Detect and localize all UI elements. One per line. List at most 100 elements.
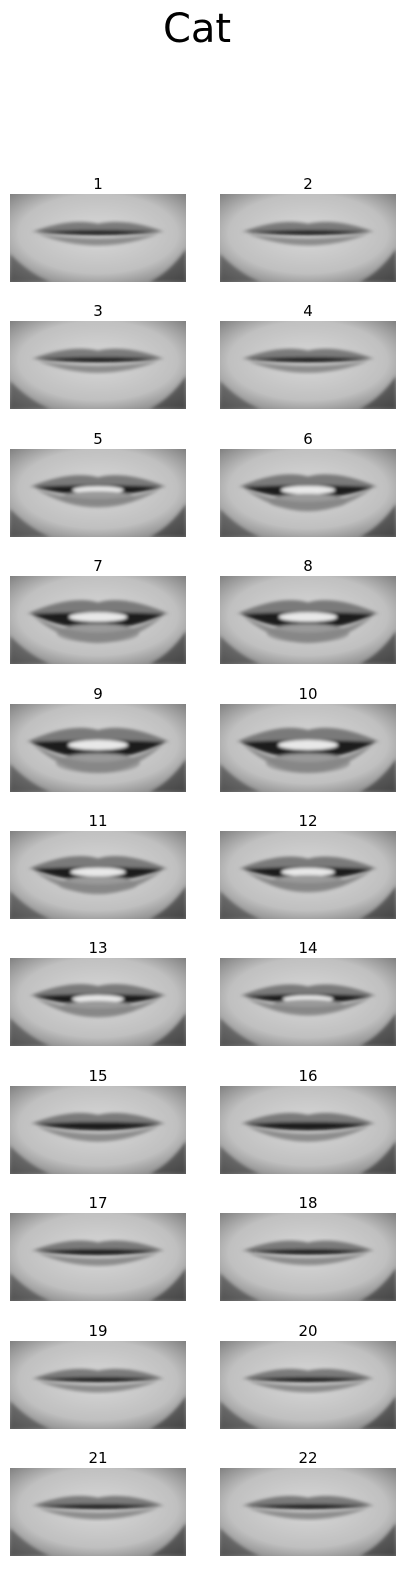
mouth-frame-image bbox=[10, 958, 186, 1047]
skin-background bbox=[10, 1468, 186, 1556]
mouth-frame-image bbox=[220, 1213, 396, 1302]
lower-lip bbox=[33, 871, 163, 895]
frame-cell: 1 bbox=[10, 174, 186, 282]
mouth-frame-image bbox=[220, 194, 396, 282]
frame-cell: 16 bbox=[220, 1066, 396, 1174]
frame-number-label: 1 bbox=[93, 175, 103, 193]
teeth bbox=[72, 995, 124, 1004]
mouth-opening bbox=[35, 1376, 161, 1382]
frame-number-label: 4 bbox=[303, 302, 313, 321]
skin-background bbox=[220, 1468, 396, 1556]
frame-number-label: 13 bbox=[88, 939, 108, 958]
mouth-frame-image bbox=[10, 321, 186, 410]
lower-lip bbox=[242, 616, 374, 644]
upper-lip bbox=[241, 221, 375, 232]
mouth-frame-image bbox=[220, 321, 396, 410]
upper-lip bbox=[29, 984, 167, 997]
lower-lip bbox=[242, 743, 374, 773]
skin-background bbox=[220, 1213, 396, 1302]
mouth-opening bbox=[245, 1376, 371, 1382]
lower-lip bbox=[244, 488, 372, 512]
mouth-opening bbox=[35, 357, 161, 363]
upper-lip bbox=[240, 1112, 376, 1124]
skin-background bbox=[10, 194, 186, 282]
upper-lip bbox=[241, 349, 375, 360]
frame-number-label: 7 bbox=[93, 557, 103, 576]
upper-lip bbox=[241, 1240, 375, 1252]
frame-number-label: 16 bbox=[298, 1066, 318, 1085]
lower-lip bbox=[37, 234, 159, 246]
mouth-opening bbox=[34, 1121, 162, 1131]
teeth bbox=[280, 485, 336, 495]
upper-lip bbox=[239, 984, 377, 997]
mouth-frame-image bbox=[220, 1340, 396, 1429]
frame-cell: 4 bbox=[220, 301, 396, 410]
upper-lip bbox=[26, 600, 170, 615]
frame-cell: 12 bbox=[220, 811, 396, 919]
frame-number-label: 22 bbox=[298, 1449, 318, 1467]
mouth-frame-image bbox=[220, 448, 396, 537]
frame-cell: 7 bbox=[10, 556, 186, 665]
mouth-frame-image bbox=[10, 1213, 186, 1302]
upper-lip bbox=[241, 1368, 375, 1379]
lower-lip bbox=[35, 488, 161, 508]
lower-lip bbox=[247, 361, 369, 374]
figure-title: Cat bbox=[162, 6, 232, 52]
upper-lip bbox=[236, 727, 380, 742]
mouth-opening bbox=[35, 1504, 161, 1510]
upper-lip bbox=[238, 856, 378, 869]
frame-cell: 5 bbox=[10, 429, 186, 537]
upper-lip bbox=[31, 1240, 165, 1252]
lower-lip bbox=[247, 234, 369, 246]
frame-number-label: 17 bbox=[88, 1194, 108, 1213]
mouth-frame-image bbox=[220, 831, 396, 919]
mouth-frame-image bbox=[10, 576, 186, 665]
mouth-frame-image bbox=[220, 958, 396, 1047]
mouth-opening bbox=[35, 1249, 161, 1256]
frame-number-label: 5 bbox=[93, 429, 103, 448]
mouth-frame-image bbox=[220, 1085, 396, 1174]
upper-lip bbox=[31, 221, 165, 232]
frame-number-label: 8 bbox=[303, 557, 313, 576]
upper-lip bbox=[31, 1495, 165, 1506]
lower-lip bbox=[32, 616, 164, 644]
mouth-frame-image bbox=[10, 831, 186, 919]
upper-lip bbox=[30, 1112, 166, 1124]
lower-lip bbox=[245, 998, 371, 1016]
frame-cell: 14 bbox=[220, 938, 396, 1047]
lower-lip bbox=[244, 871, 372, 893]
frame-number-label: 9 bbox=[93, 684, 103, 703]
lower-lip bbox=[246, 1125, 370, 1142]
frame-cell: 20 bbox=[220, 1321, 396, 1429]
upper-lip bbox=[31, 349, 165, 360]
frame-cell: 2 bbox=[220, 174, 396, 282]
frame-cell: 3 bbox=[10, 301, 186, 410]
frame-number-label: 18 bbox=[298, 1194, 318, 1213]
mouth-frame-image bbox=[220, 576, 396, 665]
lower-lip bbox=[35, 998, 161, 1018]
frame-cell: 22 bbox=[220, 1448, 396, 1556]
lower-lip bbox=[37, 1508, 159, 1520]
skin-background bbox=[220, 321, 396, 410]
frame-number-label: 6 bbox=[303, 429, 313, 448]
frame-cell: 13 bbox=[10, 938, 186, 1047]
upper-lip bbox=[29, 474, 167, 487]
upper-lip bbox=[241, 1495, 375, 1506]
mouth-frame-image bbox=[10, 1340, 186, 1429]
frame-cell: 19 bbox=[10, 1321, 186, 1429]
frame-cell: 21 bbox=[10, 1448, 186, 1556]
lower-lip bbox=[37, 1253, 159, 1267]
frame-number-label: 10 bbox=[298, 684, 318, 703]
frame-number-label: 14 bbox=[298, 939, 318, 958]
mouth-opening bbox=[245, 230, 371, 236]
lower-lip bbox=[247, 1380, 369, 1393]
frame-number-label: 21 bbox=[88, 1449, 108, 1467]
lower-lip bbox=[247, 1508, 369, 1520]
frame-cell: 17 bbox=[10, 1193, 186, 1302]
mouth-frame-image bbox=[10, 1085, 186, 1174]
teeth bbox=[70, 867, 126, 877]
frame-cell: 15 bbox=[10, 1066, 186, 1174]
upper-lip bbox=[26, 727, 170, 742]
frame-cell: 11 bbox=[10, 811, 186, 919]
frame-number-label: 12 bbox=[298, 812, 318, 830]
